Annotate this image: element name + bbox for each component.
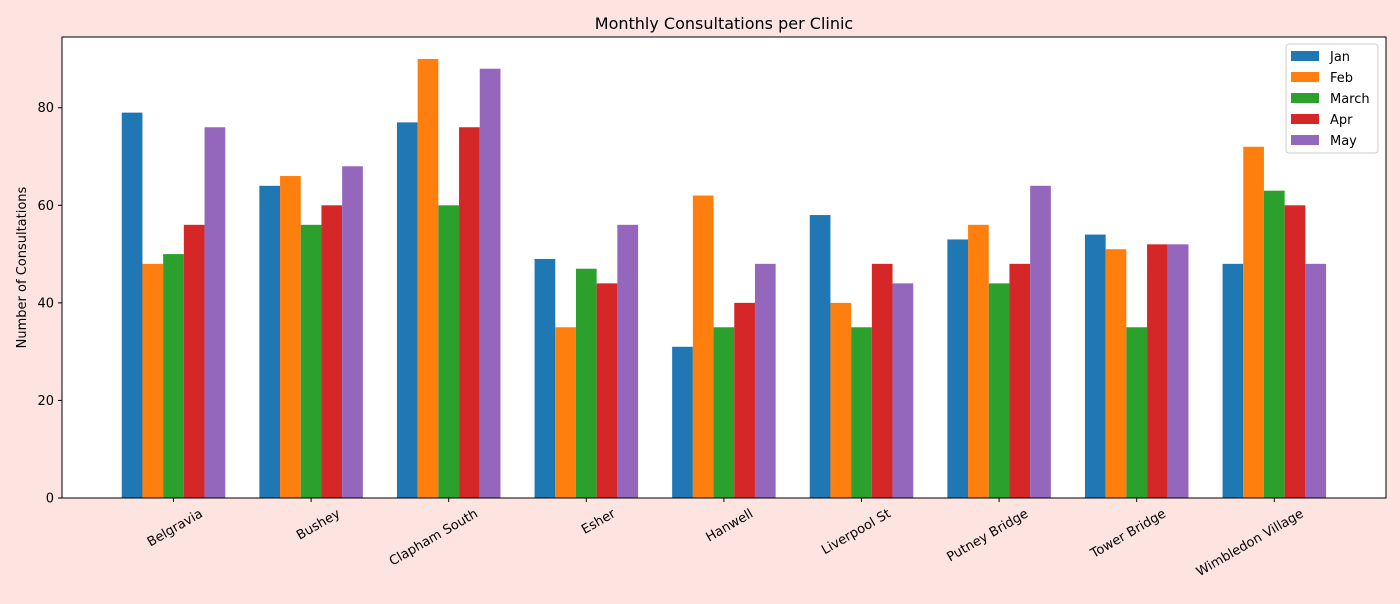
- x-axis: Belgravia Bushey Clapham South Esher Hanwell…: [145, 498, 1306, 580]
- y-axis: 0 20 40 60 80: [37, 101, 62, 507]
- bar: [947, 239, 969, 498]
- bar: [163, 254, 184, 498]
- x-tick-label: Clapham South: [387, 506, 481, 569]
- legend-box: [1285, 43, 1379, 154]
- bar: [596, 283, 618, 498]
- legend-swatch: [1291, 93, 1319, 103]
- legend-swatch: [1291, 72, 1319, 82]
- bar: [692, 195, 714, 498]
- bar: [1009, 263, 1031, 498]
- x-tick-label: Bushey: [294, 506, 343, 543]
- legend-label: Apr: [1330, 113, 1353, 128]
- bar: [1105, 249, 1127, 498]
- bar: [1305, 263, 1327, 498]
- bar: [1030, 185, 1051, 498]
- bar: [617, 224, 639, 498]
- bar: [871, 263, 893, 498]
- x-tick-label: Wimbledon Village: [1194, 506, 1306, 579]
- bar: [988, 283, 1010, 498]
- bar: [1084, 234, 1106, 499]
- bar: [1222, 263, 1244, 498]
- x-tick-label: Tower Bridge: [1087, 506, 1168, 562]
- x-tick-label: Hanwell: [704, 506, 756, 545]
- legend-label: Feb: [1330, 71, 1353, 86]
- bar: [1147, 244, 1168, 498]
- legend-label: May: [1330, 134, 1357, 149]
- y-tick-label: 20: [37, 394, 54, 409]
- bar: [892, 283, 914, 498]
- bar: [851, 327, 872, 498]
- bar: [300, 224, 322, 498]
- bar: [121, 112, 143, 498]
- y-tick-label: 40: [37, 296, 54, 311]
- bar: [417, 58, 439, 498]
- bar: [142, 263, 164, 498]
- bar: [1284, 205, 1306, 499]
- bar: [555, 327, 576, 498]
- legend: Jan Feb March Apr May: [1285, 43, 1379, 154]
- bar: [575, 268, 597, 498]
- legend-swatch: [1291, 114, 1319, 124]
- bar: [280, 176, 301, 499]
- bar: [183, 224, 205, 498]
- x-tick-label: Belgravia: [145, 506, 206, 550]
- legend-label: Jan: [1329, 50, 1350, 65]
- legend-swatch: [1291, 135, 1319, 145]
- x-tick-label: Liverpool St: [819, 506, 893, 558]
- bar: [204, 127, 226, 498]
- legend-label: March: [1330, 92, 1370, 107]
- bar: [713, 327, 735, 498]
- bar: [321, 205, 343, 499]
- bar: [342, 166, 363, 498]
- y-tick-label: 0: [46, 492, 54, 507]
- bar: [734, 302, 755, 498]
- bar: [396, 122, 418, 499]
- bar: [479, 68, 501, 499]
- x-tick-label: Putney Bridge: [944, 506, 1031, 565]
- x-tick-label: Esher: [579, 506, 619, 538]
- bar: [1243, 146, 1264, 498]
- legend-swatch: [1291, 51, 1319, 61]
- bar: [534, 258, 556, 498]
- bar: [809, 215, 831, 498]
- bar: [259, 185, 281, 498]
- y-tick-label: 80: [37, 101, 54, 116]
- y-tick-label: 60: [37, 199, 54, 214]
- bar: [968, 224, 989, 498]
- plot-frame: [61, 36, 1387, 499]
- bar: [459, 127, 480, 498]
- bar: [438, 205, 460, 499]
- bar: [1126, 327, 1148, 498]
- bar: [1263, 190, 1285, 498]
- bar: [1167, 244, 1189, 498]
- bar: [830, 302, 852, 498]
- chart-title: Monthly Consultations per Clinic: [595, 14, 853, 33]
- y-axis-label: Number of Consultations: [15, 186, 30, 348]
- bars-group: [121, 58, 1327, 499]
- bar: [754, 263, 776, 498]
- bar: [672, 346, 693, 498]
